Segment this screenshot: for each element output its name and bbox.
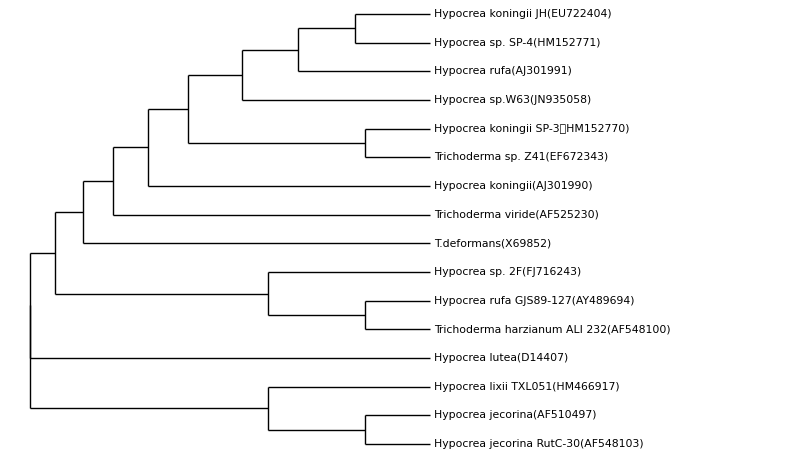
Text: Trichoderma viride(AF525230): Trichoderma viride(AF525230) xyxy=(434,210,599,220)
Text: Hypocrea koningii SP-3（HM152770): Hypocrea koningii SP-3（HM152770) xyxy=(434,124,630,134)
Text: Hypocrea rufa GJS89-127(AY489694): Hypocrea rufa GJS89-127(AY489694) xyxy=(434,296,634,305)
Text: Hypocrea lutea(D14407): Hypocrea lutea(D14407) xyxy=(434,353,568,363)
Text: Hypocrea koningii(AJ301990): Hypocrea koningii(AJ301990) xyxy=(434,181,593,191)
Text: Trichoderma harzianum ALI 232(AF548100): Trichoderma harzianum ALI 232(AF548100) xyxy=(434,324,670,334)
Text: Hypocrea sp.W63(JN935058): Hypocrea sp.W63(JN935058) xyxy=(434,95,591,105)
Text: Hypocrea sp. SP-4(HM152771): Hypocrea sp. SP-4(HM152771) xyxy=(434,38,601,48)
Text: Hypocrea lixii TXL051(HM466917): Hypocrea lixii TXL051(HM466917) xyxy=(434,382,620,392)
Text: Hypocrea koningii JH(EU722404): Hypocrea koningii JH(EU722404) xyxy=(434,9,612,19)
Text: Hypocrea rufa(AJ301991): Hypocrea rufa(AJ301991) xyxy=(434,66,572,76)
Text: Trichoderma sp. Z41(EF672343): Trichoderma sp. Z41(EF672343) xyxy=(434,153,608,162)
Text: T.deformans(X69852): T.deformans(X69852) xyxy=(434,238,551,248)
Text: Hypocrea jecorina RutC-30(AF548103): Hypocrea jecorina RutC-30(AF548103) xyxy=(434,439,644,449)
Text: Hypocrea jecorina(AF510497): Hypocrea jecorina(AF510497) xyxy=(434,410,597,420)
Text: Hypocrea sp. 2F(FJ716243): Hypocrea sp. 2F(FJ716243) xyxy=(434,267,582,277)
